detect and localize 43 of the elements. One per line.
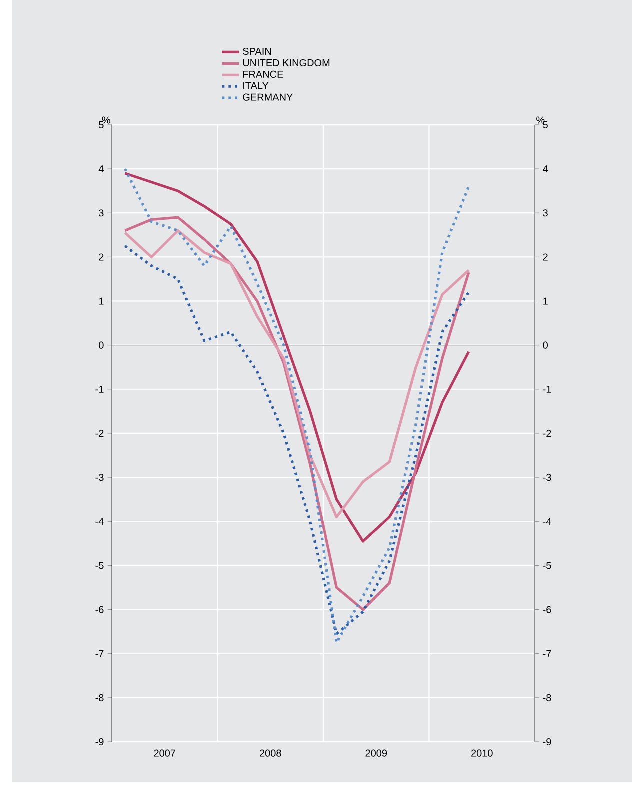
y-tick-label: 5 xyxy=(99,121,104,128)
y2-tick-label: -1 xyxy=(543,386,552,393)
line-series xyxy=(124,168,470,644)
y-tick-label: -8 xyxy=(96,694,104,702)
y-axis-title: % xyxy=(102,116,110,124)
y-tick-label: 1 xyxy=(99,298,104,305)
y-tick-label: -9 xyxy=(96,738,104,746)
y-tick-label: -3 xyxy=(96,474,104,482)
y-tick-label: 3 xyxy=(99,210,104,217)
y2-tick-label: -9 xyxy=(543,738,552,746)
y2-tick-label: 1 xyxy=(544,298,548,305)
legend-label: GERMANY xyxy=(243,94,293,101)
y-tick-label: -6 xyxy=(96,606,104,614)
y2-tick-label: -4 xyxy=(543,518,552,526)
legend-label: ITALY xyxy=(244,82,269,90)
y-tick-label: -1 xyxy=(96,386,104,393)
y2-tick-label: -7 xyxy=(543,650,552,658)
legend-label: SPAIN xyxy=(243,48,272,56)
legend-label: UNITED KINGDOM xyxy=(243,59,330,67)
y2-tick-label: 3 xyxy=(543,210,548,217)
y2-tick-label: 2 xyxy=(543,254,548,261)
y2-tick-label: -2 xyxy=(543,430,552,437)
y-tick-label: 2 xyxy=(99,254,104,261)
y2-tick-label: -6 xyxy=(543,606,552,614)
x-tick-label: 2009 xyxy=(366,750,388,757)
y2-tick-label: -8 xyxy=(543,694,552,702)
y2-tick-label: -5 xyxy=(543,562,552,570)
y2-tick-label: 4 xyxy=(543,166,548,172)
y2-tick-label: -3 xyxy=(543,474,552,482)
x-tick-label: 2007 xyxy=(154,750,176,757)
legend-label: FRANCE xyxy=(243,70,284,78)
y-tick-label: -4 xyxy=(96,518,104,526)
x-tick-label: 2010 xyxy=(472,750,493,757)
y2-tick-label: 0 xyxy=(543,342,548,349)
x-tick-label: 2008 xyxy=(260,750,282,757)
y-tick-label: -5 xyxy=(96,562,104,570)
line-series xyxy=(124,229,470,519)
y2-tick-label: 5 xyxy=(543,121,548,128)
y-tick-label: -2 xyxy=(96,430,104,437)
y-tick-label: -7 xyxy=(96,650,104,658)
y2-axis-title: % xyxy=(536,116,545,124)
y-tick-label: 0 xyxy=(99,342,104,349)
y-tick-label: 4 xyxy=(98,166,104,172)
